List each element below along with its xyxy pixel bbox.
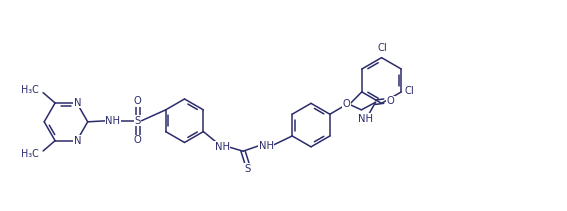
Text: N: N (74, 136, 81, 146)
Text: NH: NH (358, 114, 373, 124)
Text: NH: NH (259, 141, 274, 151)
Text: Cl: Cl (377, 43, 387, 53)
Text: O: O (342, 99, 350, 110)
Text: S: S (134, 116, 141, 126)
Text: S: S (244, 164, 251, 174)
Text: O: O (134, 96, 142, 106)
Text: Cl: Cl (404, 86, 414, 96)
Text: H₃C: H₃C (21, 149, 39, 159)
Text: H₃C: H₃C (21, 85, 39, 95)
Text: O: O (386, 96, 394, 106)
Text: NH: NH (215, 142, 230, 152)
Text: O: O (134, 135, 142, 145)
Text: NH: NH (105, 116, 120, 126)
Text: N: N (74, 98, 81, 108)
